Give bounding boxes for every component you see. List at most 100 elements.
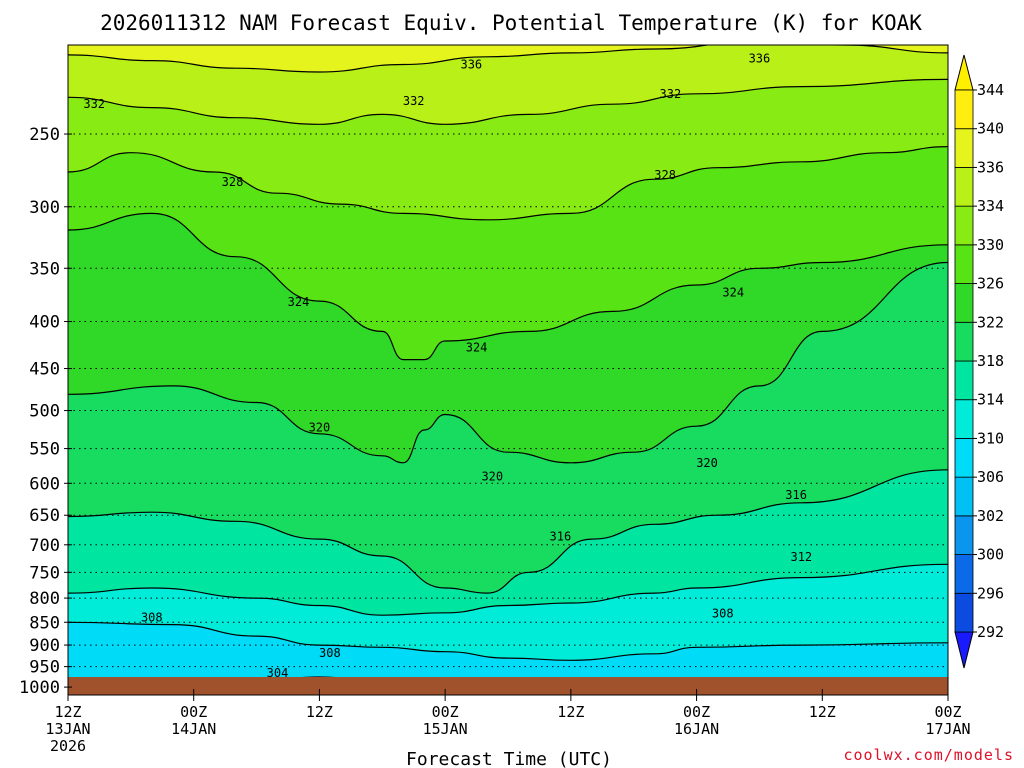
time-tick-label: 12Z xyxy=(809,703,836,721)
colorbar-tick-label: 296 xyxy=(977,584,1004,602)
time-tick-label: 00Z xyxy=(432,703,459,721)
colorbar-tick-label: 314 xyxy=(977,391,1004,409)
contour-label: 304 xyxy=(267,666,289,680)
pressure-axis: 250 300 350 400 450 500 550 600 650 700 750 800 850 9… xyxy=(19,125,72,698)
time-tick-label: 12Z xyxy=(54,703,81,721)
pressure-tick-label: 250 xyxy=(29,125,60,145)
colorbar-tick-label: 310 xyxy=(977,429,1004,447)
pressure-tick-label: 650 xyxy=(29,506,60,526)
contour-label: 320 xyxy=(481,470,503,484)
pressure-tick-label: 550 xyxy=(29,440,60,460)
chart-title: 2026011312 NAM Forecast Equiv. Potential… xyxy=(100,11,922,35)
colorbar-tick-label: 336 xyxy=(977,158,1004,176)
contour-label: 316 xyxy=(550,530,572,544)
colorbar-tick-label: 318 xyxy=(977,352,1004,370)
contour-label: 312 xyxy=(790,550,812,564)
isotherm-line-324 xyxy=(68,212,948,361)
contour-label: 308 xyxy=(319,646,341,660)
colorbar-tick-label: 306 xyxy=(977,468,1004,486)
colorbar-tick-label: 330 xyxy=(977,236,1004,254)
time-tick-label: 13JAN xyxy=(45,720,90,738)
pressure-tick-label: 750 xyxy=(29,563,60,583)
contour-label: 324 xyxy=(288,295,310,309)
contour-label: 324 xyxy=(722,286,744,300)
contour-label: 320 xyxy=(696,456,718,470)
contour-label: 328 xyxy=(222,175,244,189)
pressure-tick-label: 350 xyxy=(29,259,60,279)
pressure-tick-label: 700 xyxy=(29,536,60,556)
colorbar-tick-label: 300 xyxy=(977,546,1004,564)
colorbar-swatch xyxy=(954,244,974,284)
contour-label: 332 xyxy=(83,97,105,111)
contour-label: 332 xyxy=(403,94,425,108)
x-axis-label: Forecast Time (UTC) xyxy=(406,749,612,768)
pressure-tick-label: 950 xyxy=(29,658,60,678)
colorbar-swatch xyxy=(954,167,974,207)
colorbar-swatch xyxy=(954,89,974,130)
time-tick-label: 12Z xyxy=(306,703,333,721)
pressure-tick-label: 450 xyxy=(29,360,60,380)
colorbar-swatch xyxy=(954,360,974,401)
plot-frame xyxy=(67,44,949,696)
contour-label: 336 xyxy=(749,52,771,66)
time-tick-label: 12Z xyxy=(557,703,584,721)
pressure-tick-label: 600 xyxy=(29,474,60,494)
colorbar-tick-label: 340 xyxy=(977,120,1004,138)
pressure-tick-label: 500 xyxy=(29,402,60,422)
colorbar-swatch xyxy=(954,283,974,323)
time-tick-label: 15JAN xyxy=(423,720,468,738)
pressure-tick-label: 400 xyxy=(29,313,60,333)
contour-label: 320 xyxy=(309,421,331,435)
time-tick-label: 00Z xyxy=(683,703,710,721)
contour-label: 316 xyxy=(785,488,807,502)
pressure-gridlines xyxy=(68,133,948,688)
contour-label: 324 xyxy=(466,341,488,355)
pressure-tick-label: 1000 xyxy=(19,678,60,698)
colorbar-swatch xyxy=(954,438,974,478)
isotherm-line-308 xyxy=(68,621,948,661)
contour-label: 308 xyxy=(141,611,163,625)
colorbar-swatch xyxy=(954,321,974,362)
colorbar-tick-label: 292 xyxy=(977,623,1004,641)
contour-label: 336 xyxy=(460,57,482,71)
isotherm-line-312 xyxy=(68,563,948,616)
colorbar-tick-label: 302 xyxy=(977,507,1004,525)
colorbar-tick-label: 344 xyxy=(977,81,1004,99)
isotherm-line-336 xyxy=(68,45,948,73)
colorbar-tick-label: 334 xyxy=(977,197,1004,215)
colorbar-min-arrow xyxy=(954,631,974,669)
contour-labels: 336 336 332 332 332 328 328 324 324 324 320 320 320 3… xyxy=(83,52,812,690)
pressure-tick-label: 900 xyxy=(29,636,60,656)
colorbar-tick-label: 322 xyxy=(977,313,1004,331)
credit-text: coolwx.com/models xyxy=(843,746,1014,764)
colorbar-legend: 292 296 300 302 306 310 314 318 322 326 330 334 336 3… xyxy=(954,54,1004,669)
colorbar-swatch xyxy=(954,205,974,246)
colorbar-swatch xyxy=(954,515,974,555)
time-tick-label: 16JAN xyxy=(674,720,719,738)
colorbar-swatch xyxy=(954,554,974,594)
colorbar-swatch xyxy=(954,476,974,517)
time-tick-label: 2026 xyxy=(50,737,86,755)
isotherm-line-320 xyxy=(68,261,948,464)
contour-label: 308 xyxy=(712,607,734,621)
colorbar-max-arrow xyxy=(954,54,974,91)
isotherm-line-328 xyxy=(68,146,948,221)
pressure-tick-label: 300 xyxy=(29,198,60,218)
isotherm-line-316 xyxy=(68,469,948,594)
time-tick-label: 00Z xyxy=(934,703,961,721)
isotherm-line-332 xyxy=(68,78,948,125)
time-tick-label: 17JAN xyxy=(925,720,970,738)
plot-area: 336 336 332 332 332 328 328 324 324 324 320 320 320 3… xyxy=(68,45,948,695)
pressure-tick-label: 850 xyxy=(29,613,60,633)
colorbar-swatch xyxy=(954,592,974,633)
contour-label: 328 xyxy=(654,168,676,182)
contour-label: 332 xyxy=(660,87,682,101)
time-tick-label: 14JAN xyxy=(171,720,216,738)
colorbar-tick-label: 326 xyxy=(977,275,1004,293)
colorbar-swatch xyxy=(954,399,974,439)
time-tick-label: 00Z xyxy=(180,703,207,721)
filled-contours xyxy=(68,45,948,695)
colorbar-swatch xyxy=(954,128,974,168)
